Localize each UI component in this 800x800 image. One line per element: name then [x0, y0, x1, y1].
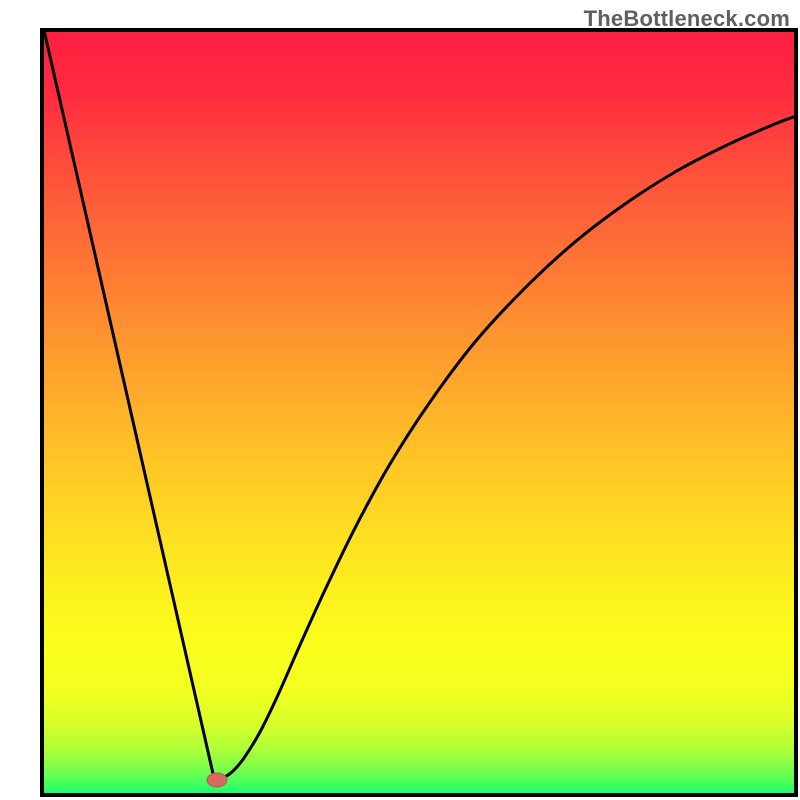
plot-background — [42, 30, 796, 795]
bottleneck-chart — [0, 0, 800, 800]
optimum-marker — [207, 773, 227, 787]
watermark-text: TheBottleneck.com — [584, 6, 790, 32]
chart-container: { "watermark": { "text": "TheBottleneck.… — [0, 0, 800, 800]
